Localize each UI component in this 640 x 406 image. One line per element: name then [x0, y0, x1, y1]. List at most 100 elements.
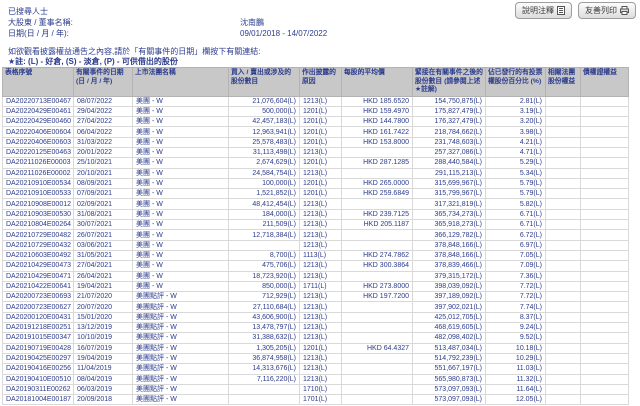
cell-shares-after-event: 573,097,093(L) — [412, 383, 486, 396]
event-date-link[interactable]: 29/04/2022 — [73, 105, 133, 118]
event-date-link[interactable]: 31/05/2021 — [73, 249, 133, 262]
cell-related-corp-interest — [545, 342, 581, 354]
event-date-link[interactable]: 06/04/2022 — [73, 126, 133, 138]
cell-disclosure-reason: 1201(L) — [299, 157, 342, 169]
cell-average-price — [341, 270, 413, 282]
cell-corporation: 美團 - W — [132, 116, 229, 128]
event-date-anchor[interactable]: 20/10/2021 — [77, 169, 113, 177]
cell-debenture-interest — [580, 394, 629, 406]
event-date-link[interactable]: 19/04/2019 — [73, 352, 133, 365]
cell-voting-percentage: 11.03(L) — [485, 363, 546, 375]
cell-debenture-interest — [580, 363, 629, 375]
cell-average-price: HKD 273.8000 — [341, 280, 413, 293]
event-date-link[interactable]: 30/07/2021 — [73, 219, 133, 231]
cell-debenture-interest — [580, 322, 629, 334]
event-date-anchor[interactable]: 20/09/2018 — [77, 396, 113, 404]
cell-debenture-interest — [580, 332, 629, 344]
table-body: DA20220713E00467 08/07/2022 美團 - W 21,076,6… — [2, 95, 629, 406]
cell-debenture-interest — [580, 249, 629, 262]
event-date-anchor[interactable]: 08/07/2022 — [77, 97, 113, 105]
cell-average-price: HKD 287.1285 — [341, 157, 413, 169]
event-date-link[interactable]: 26/04/2021 — [73, 270, 133, 282]
cell-shares-after-event: 315,699,967(L) — [412, 177, 486, 190]
event-date-anchor[interactable]: 30/07/2021 — [77, 221, 113, 229]
cell-disclosure-reason: 1213(L) — [299, 208, 342, 221]
cell-voting-percentage: 7.09(L) — [485, 260, 546, 272]
event-date-link[interactable]: 08/04/2019 — [73, 373, 133, 385]
event-date-anchor[interactable]: 31/05/2021 — [77, 252, 113, 260]
cell-voting-percentage: 8.37(L) — [485, 311, 546, 324]
event-date-anchor[interactable]: 10/10/2019 — [77, 334, 113, 342]
event-date-anchor[interactable]: 16/07/2019 — [77, 344, 113, 352]
event-date-link[interactable]: 08/07/2022 — [73, 95, 133, 107]
event-date-anchor[interactable]: 25/10/2021 — [77, 159, 113, 167]
explanatory-notes-button[interactable]: 說明注釋 — [515, 2, 572, 19]
cell-shares-after-event: 379,315,172(L) — [412, 270, 486, 282]
print-friendly-button[interactable]: 友善列印 — [578, 2, 636, 19]
cell-related-corp-interest — [545, 291, 581, 303]
cell-corporation: 美團 - W — [132, 126, 229, 138]
cell-voting-percentage: 10.18(L) — [485, 342, 546, 354]
column-header-6: 緊接在有關事件之後的股份數目 (請參閱上述★註解) — [412, 67, 486, 97]
event-date-anchor[interactable]: 21/07/2020 — [77, 293, 113, 301]
event-date-link[interactable]: 20/09/2018 — [73, 394, 133, 406]
event-date-link[interactable]: 13/12/2019 — [73, 322, 133, 334]
event-date-link[interactable]: 15/01/2020 — [73, 311, 133, 324]
event-date-link[interactable]: 20/01/2022 — [73, 146, 133, 159]
event-date-link[interactable]: 08/09/2021 — [73, 177, 133, 190]
cell-average-price: HKD 197.7200 — [341, 291, 413, 303]
table-row: DA20190425E00297 19/04/2019 美團點評 - W 36,874… — [2, 352, 629, 365]
event-date-anchor[interactable]: 08/04/2019 — [77, 375, 113, 383]
event-date-link[interactable]: 06/03/2019 — [73, 383, 133, 396]
cell-corporation: 美團點評 - W — [132, 301, 229, 313]
event-date-link[interactable]: 31/03/2022 — [73, 136, 133, 148]
event-date-anchor[interactable]: 31/08/2021 — [77, 210, 113, 218]
event-date-link[interactable]: 03/06/2021 — [73, 239, 133, 251]
event-date-link[interactable]: 07/09/2021 — [73, 188, 133, 200]
event-date-link[interactable]: 19/04/2021 — [73, 280, 133, 293]
event-date-link[interactable]: 20/07/2020 — [73, 301, 133, 313]
event-date-anchor[interactable]: 06/03/2019 — [77, 385, 113, 393]
cell-disclosure-reason: 1213(L) — [299, 95, 342, 107]
event-date-anchor[interactable]: 08/09/2021 — [77, 180, 113, 188]
event-date-anchor[interactable]: 19/04/2019 — [77, 355, 113, 363]
cell-related-corp-interest — [545, 363, 581, 375]
cell-voting-percentage: 4.21(L) — [485, 136, 546, 148]
event-date-anchor[interactable]: 31/03/2022 — [77, 138, 113, 146]
event-date-link[interactable]: 20/10/2021 — [73, 167, 133, 179]
event-date-anchor[interactable]: 27/04/2021 — [77, 262, 113, 270]
event-date-anchor[interactable]: 26/04/2021 — [77, 272, 113, 280]
event-date-anchor[interactable]: 11/04/2019 — [77, 365, 112, 373]
event-date-link[interactable]: 26/07/2021 — [73, 229, 133, 241]
event-date-link[interactable]: 27/04/2021 — [73, 260, 133, 272]
event-date-anchor[interactable]: 13/12/2019 — [77, 324, 113, 332]
cell-debenture-interest — [580, 126, 629, 138]
event-date-anchor[interactable]: 03/06/2021 — [77, 241, 113, 249]
event-date-anchor[interactable]: 20/01/2022 — [77, 149, 113, 157]
cell-related-corp-interest — [545, 146, 581, 159]
cell-shares-involved: 1,521,852(L) — [228, 188, 300, 200]
cell-related-corp-interest — [545, 198, 581, 210]
cell-voting-percentage: 3.19(L) — [485, 105, 546, 118]
event-date-anchor[interactable]: 29/04/2022 — [77, 107, 113, 115]
cell-disclosure-reason: 1213(L) — [299, 146, 342, 159]
event-date-anchor[interactable]: 15/01/2020 — [77, 313, 113, 321]
event-date-link[interactable]: 31/08/2021 — [73, 208, 133, 221]
event-date-link[interactable]: 10/10/2019 — [73, 332, 133, 344]
event-date-link[interactable]: 21/07/2020 — [73, 291, 133, 303]
cell-corporation: 美團點評 - W — [132, 363, 229, 375]
cell-corporation: 美團 - W — [132, 146, 229, 159]
event-date-anchor[interactable]: 06/04/2022 — [77, 128, 113, 136]
event-date-link[interactable]: 27/04/2022 — [73, 116, 133, 128]
event-date-link[interactable]: 11/04/2019 — [73, 363, 133, 375]
event-date-anchor[interactable]: 07/09/2021 — [77, 190, 113, 198]
event-date-anchor[interactable]: 19/04/2021 — [77, 282, 113, 290]
event-date-anchor[interactable]: 02/09/2021 — [77, 200, 113, 208]
event-date-link[interactable]: 25/10/2021 — [73, 157, 133, 169]
event-date-anchor[interactable]: 27/04/2022 — [77, 118, 113, 126]
event-date-link[interactable]: 16/07/2019 — [73, 342, 133, 354]
cell-serial-number: DA20190425E00297 — [2, 352, 74, 365]
event-date-anchor[interactable]: 20/07/2020 — [77, 303, 113, 311]
event-date-link[interactable]: 02/09/2021 — [73, 198, 133, 210]
event-date-anchor[interactable]: 26/07/2021 — [77, 231, 113, 239]
